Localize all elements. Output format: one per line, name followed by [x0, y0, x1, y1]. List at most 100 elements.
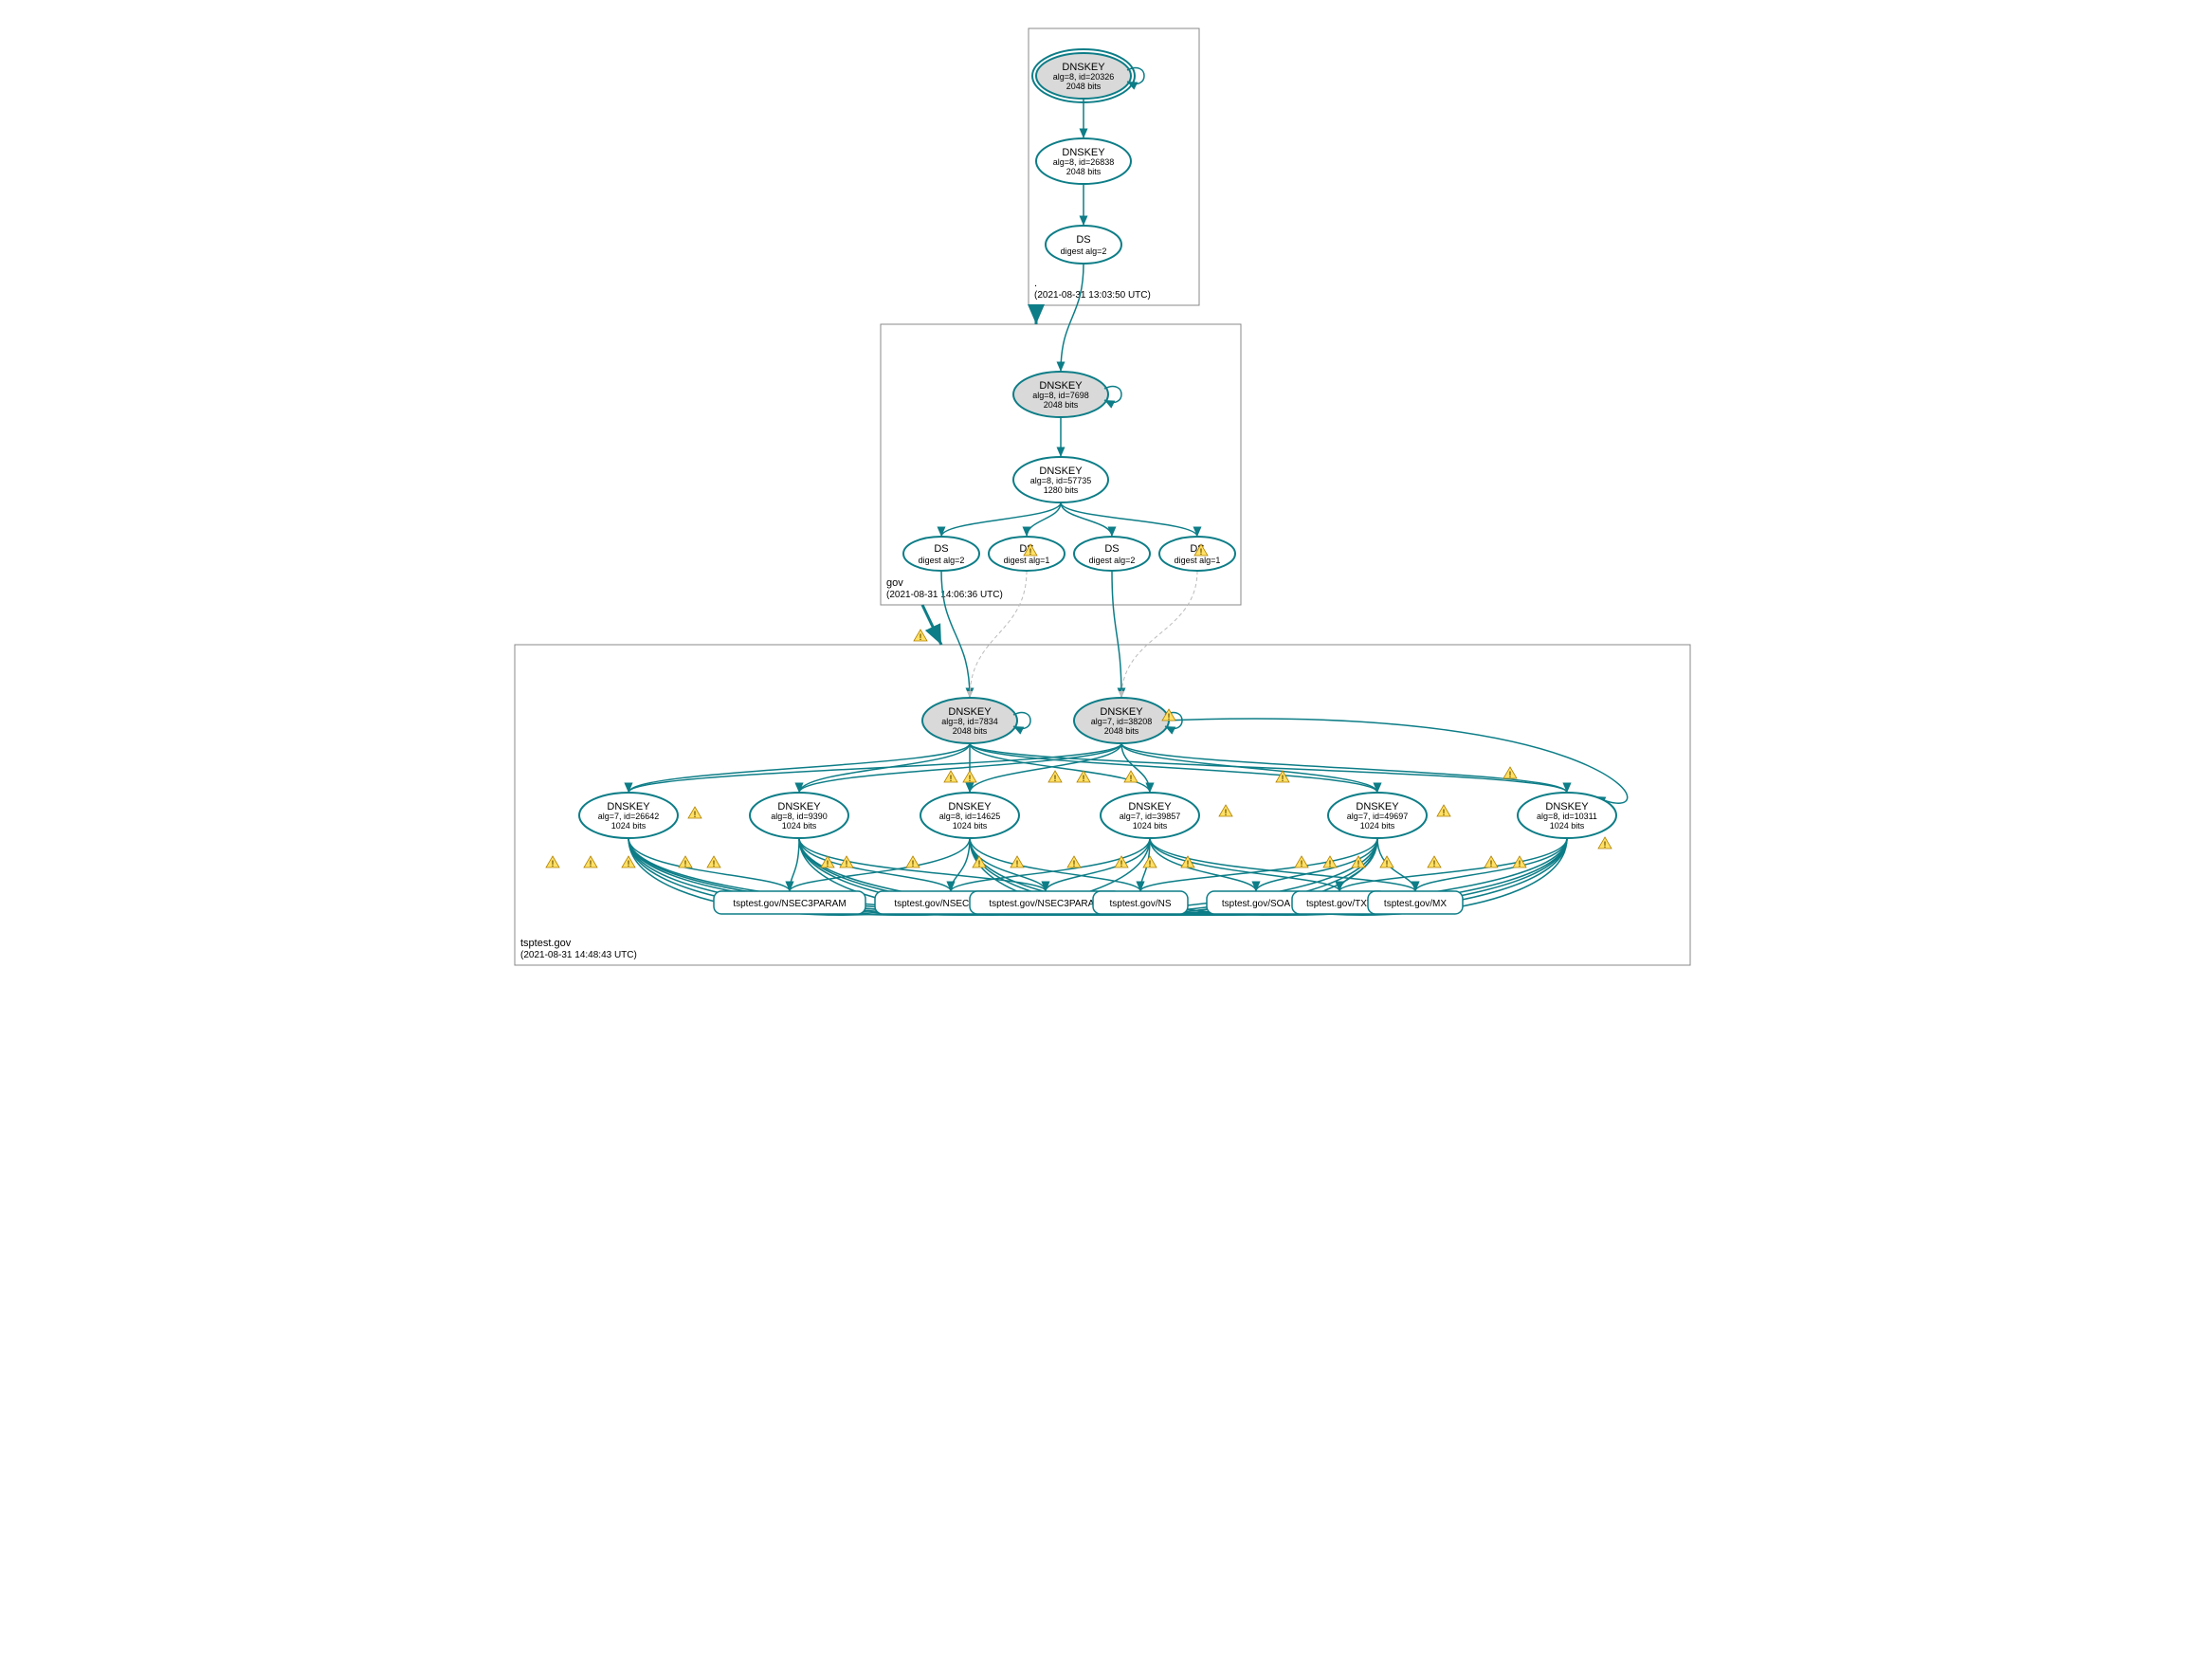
- svg-text:digest alg=1: digest alg=1: [1003, 556, 1049, 565]
- nodes: DNSKEYalg=8, id=203262048 bits DNSKEYalg=…: [579, 49, 1616, 838]
- warning-icon: !: [1598, 837, 1612, 849]
- svg-text:!: !: [1053, 774, 1056, 783]
- warning-icon: !: [679, 856, 692, 868]
- svg-text:!: !: [845, 859, 847, 868]
- svg-text:!: !: [589, 859, 592, 868]
- svg-text:!: !: [1199, 547, 1202, 557]
- svg-text:!: !: [1186, 859, 1189, 868]
- record-r1: tsptest.gov/NSEC3PARAM: [714, 891, 865, 914]
- svg-text:1024 bits: 1024 bits: [1132, 821, 1167, 831]
- svg-text:!: !: [1029, 547, 1031, 557]
- svg-text:!: !: [1082, 774, 1084, 783]
- node-tsp_ksk1: DNSKEYalg=8, id=78342048 bits: [922, 698, 1030, 743]
- node-gov_ds2: DSdigest alg=1!: [989, 537, 1065, 571]
- svg-text:!: !: [1072, 859, 1075, 868]
- warning-icon: !: [584, 856, 597, 868]
- svg-text:1280 bits: 1280 bits: [1043, 485, 1078, 495]
- svg-text:alg=7, id=49697: alg=7, id=49697: [1346, 812, 1408, 821]
- svg-text:!: !: [1442, 808, 1445, 817]
- svg-text:!: !: [551, 859, 554, 868]
- node-gov_ds1: DSdigest alg=2: [903, 537, 979, 571]
- svg-text:alg=7, id=26642: alg=7, id=26642: [597, 812, 659, 821]
- svg-text:alg=7, id=38208: alg=7, id=38208: [1090, 717, 1152, 726]
- svg-text:alg=8, id=10311: alg=8, id=10311: [1537, 812, 1597, 821]
- svg-text:!: !: [627, 859, 629, 868]
- svg-text:digest alg=1: digest alg=1: [1174, 556, 1220, 565]
- svg-text:2048 bits: 2048 bits: [952, 726, 987, 736]
- record-r4: tsptest.gov/NS: [1093, 891, 1188, 914]
- svg-text:tsptest.gov/MX: tsptest.gov/MX: [1383, 899, 1446, 909]
- svg-text:!: !: [693, 810, 696, 819]
- svg-text:digest alg=2: digest alg=2: [918, 556, 964, 565]
- svg-text:.: .: [1034, 278, 1037, 289]
- warning-icon: !: [1143, 856, 1157, 868]
- warning-icon: !: [914, 630, 927, 642]
- svg-text:1024 bits: 1024 bits: [610, 821, 646, 831]
- svg-text:2048 bits: 2048 bits: [1103, 726, 1138, 736]
- node-root_ksk: DNSKEYalg=8, id=203262048 bits: [1032, 49, 1144, 102]
- record-r7: tsptest.gov/MX: [1368, 891, 1463, 914]
- svg-text:!: !: [1300, 859, 1302, 868]
- svg-text:!: !: [949, 774, 952, 783]
- svg-text:alg=8, id=20326: alg=8, id=20326: [1052, 72, 1114, 82]
- svg-text:!: !: [826, 859, 829, 868]
- warning-icon: !: [1428, 856, 1441, 868]
- dnssec-diagram: .(2021-08-31 13:03:50 UTC)gov(2021-08-31…: [505, 19, 1700, 977]
- svg-text:!: !: [1120, 859, 1122, 868]
- svg-text:gov: gov: [886, 577, 903, 589]
- svg-text:!: !: [919, 632, 921, 642]
- svg-text:!: !: [977, 859, 980, 868]
- svg-text:tsptest.gov/TXT: tsptest.gov/TXT: [1305, 899, 1372, 909]
- warning-icon: !: [546, 856, 559, 868]
- warning-icon: !: [1124, 771, 1138, 783]
- node-tsp_z2: DNSKEYalg=8, id=93901024 bits: [750, 793, 848, 838]
- node-root_ds: DSdigest alg=2: [1046, 226, 1121, 264]
- records: tsptest.gov/NSEC3PARAM tsptest.gov/NSEC3P…: [714, 891, 1463, 914]
- svg-text:!: !: [1328, 859, 1331, 868]
- svg-text:alg=8, id=26838: alg=8, id=26838: [1052, 157, 1114, 167]
- svg-text:tsptest.gov/NSEC3PARAM: tsptest.gov/NSEC3PARAM: [989, 899, 1102, 909]
- record-r5: tsptest.gov/SOA: [1207, 891, 1305, 914]
- warning-icon: !: [1503, 767, 1517, 779]
- node-gov_zsk: DNSKEYalg=8, id=577351280 bits: [1013, 457, 1108, 502]
- svg-text:alg=8, id=57735: alg=8, id=57735: [1029, 476, 1091, 485]
- svg-text:!: !: [1508, 770, 1511, 779]
- svg-text:!: !: [1432, 859, 1435, 868]
- svg-text:tsptest.gov: tsptest.gov: [520, 938, 572, 949]
- svg-text:1024 bits: 1024 bits: [781, 821, 816, 831]
- svg-text:!: !: [1518, 859, 1521, 868]
- svg-text:2048 bits: 2048 bits: [1066, 167, 1101, 176]
- svg-text:!: !: [712, 859, 715, 868]
- svg-text:2048 bits: 2048 bits: [1043, 400, 1078, 410]
- warning-icon: !: [622, 856, 635, 868]
- warning-icon: !: [1011, 856, 1024, 868]
- svg-text:!: !: [1357, 859, 1359, 868]
- svg-text:1024 bits: 1024 bits: [952, 821, 987, 831]
- node-tsp_z1: DNSKEYalg=7, id=266421024 bits: [579, 793, 678, 838]
- node-gov_ds4: DSdigest alg=1!: [1159, 537, 1235, 571]
- svg-text:!: !: [1385, 859, 1388, 868]
- warning-icon: !: [1352, 856, 1365, 868]
- warning-icon: !: [1067, 856, 1081, 868]
- svg-text:1024 bits: 1024 bits: [1359, 821, 1394, 831]
- svg-text:DS: DS: [934, 543, 948, 555]
- svg-text:alg=8, id=14625: alg=8, id=14625: [938, 812, 1000, 821]
- svg-text:(2021-08-31 14:06:36 UTC): (2021-08-31 14:06:36 UTC): [886, 590, 1003, 600]
- svg-text:!: !: [1148, 859, 1151, 868]
- svg-text:(2021-08-31 14:48:43 UTC): (2021-08-31 14:48:43 UTC): [520, 950, 637, 960]
- zone-tsp: tsptest.gov(2021-08-31 14:48:43 UTC): [515, 645, 1690, 965]
- svg-text:!: !: [683, 859, 686, 868]
- node-tsp_z6: DNSKEYalg=8, id=103111024 bits: [1518, 793, 1616, 838]
- svg-text:!: !: [1224, 808, 1227, 817]
- svg-text:2048 bits: 2048 bits: [1066, 82, 1101, 91]
- svg-text:tsptest.gov/SOA: tsptest.gov/SOA: [1221, 899, 1290, 909]
- warning-icon: !: [1295, 856, 1308, 868]
- svg-text:tsptest.gov/NSEC3PARAM: tsptest.gov/NSEC3PARAM: [733, 899, 846, 909]
- svg-text:(2021-08-31 13:03:50 UTC): (2021-08-31 13:03:50 UTC): [1034, 290, 1151, 301]
- node-gov_ds3: DSdigest alg=2: [1074, 537, 1150, 571]
- svg-text:tsptest.gov/NS: tsptest.gov/NS: [1109, 899, 1171, 909]
- svg-text:!: !: [1129, 774, 1132, 783]
- svg-text:!: !: [1015, 859, 1018, 868]
- svg-text:!: !: [1167, 712, 1170, 721]
- svg-text:alg=8, id=7698: alg=8, id=7698: [1032, 391, 1089, 400]
